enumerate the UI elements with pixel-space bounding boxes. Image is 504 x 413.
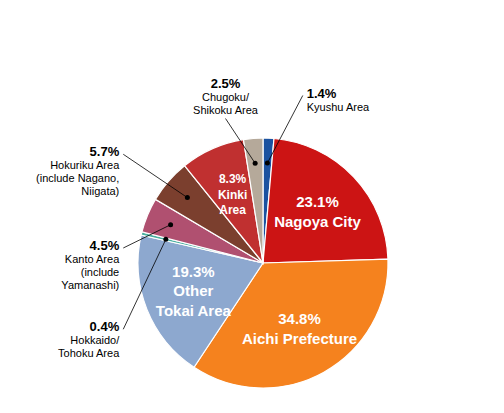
svg-text:34.8%Aichi Prefecture: 34.8%Aichi Prefecture: [242, 310, 357, 347]
svg-text:Chugoku/Shikoku Area: Chugoku/Shikoku Area: [193, 91, 259, 116]
svg-text:4.5%: 4.5%: [90, 238, 120, 253]
svg-text:Hokuriku Area(include Nagano,N: Hokuriku Area(include Nagano,Niigata): [36, 159, 120, 197]
svg-text:2.5%: 2.5%: [211, 76, 241, 91]
svg-text:Kanto Area(includeYamanashi): Kanto Area(includeYamanashi): [61, 253, 120, 291]
svg-text:19.3%OtherTokai Area: 19.3%OtherTokai Area: [156, 263, 232, 319]
svg-text:5.7%: 5.7%: [90, 144, 120, 159]
svg-text:23.1%Nagoya City: 23.1%Nagoya City: [274, 193, 361, 230]
svg-text:Kyushu Area: Kyushu Area: [307, 101, 370, 113]
svg-text:0.4%: 0.4%: [90, 319, 120, 334]
svg-text:8.3%KinkiArea: 8.3%KinkiArea: [218, 172, 247, 217]
svg-text:Hokkaido/Tohoku Area: Hokkaido/Tohoku Area: [58, 334, 120, 359]
svg-text:1.4%: 1.4%: [307, 86, 337, 101]
